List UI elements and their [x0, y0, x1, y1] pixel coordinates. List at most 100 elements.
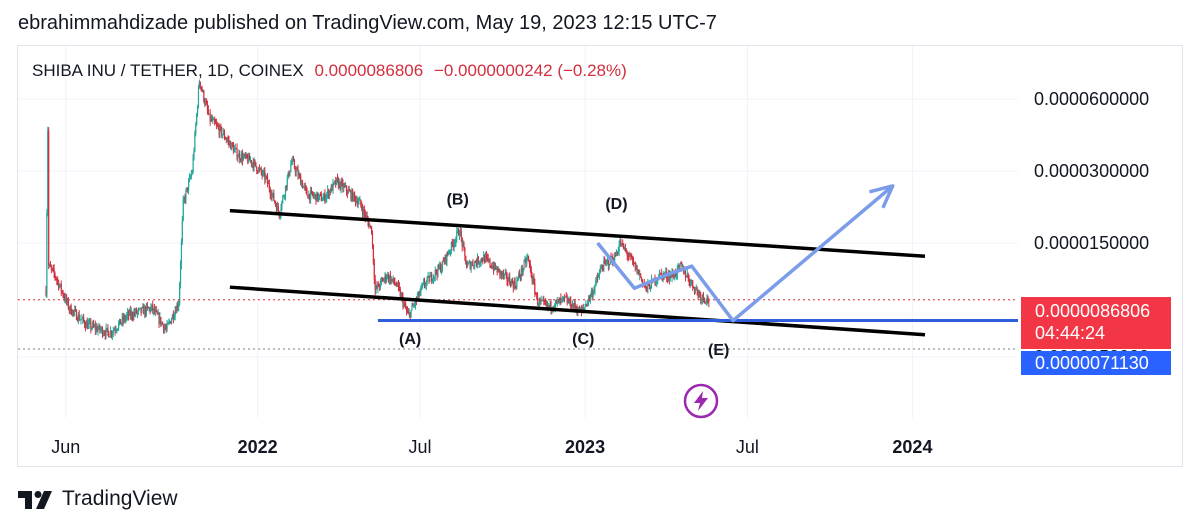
candle-body — [270, 194, 272, 197]
candle-body — [605, 261, 607, 263]
candle-body — [681, 263, 683, 267]
candle-body — [439, 265, 441, 269]
candle-body — [518, 274, 520, 279]
candle-body — [49, 264, 52, 267]
candle-body — [690, 281, 692, 284]
candle-body — [515, 286, 517, 288]
candle-body — [590, 291, 592, 296]
candle-body — [86, 322, 88, 329]
candle-body — [373, 262, 375, 280]
candle-body — [81, 318, 83, 320]
candle-body — [674, 272, 676, 279]
candle-body — [368, 221, 370, 228]
candle-body — [463, 243, 465, 249]
candle-body — [695, 288, 697, 290]
candle-body — [492, 266, 494, 269]
candle-body — [152, 304, 154, 311]
candle-body — [543, 300, 545, 301]
candle-body — [365, 215, 367, 218]
candle-body — [405, 303, 407, 309]
candle-body — [240, 154, 243, 161]
candle-body — [306, 189, 308, 196]
lightning-icon[interactable] — [683, 383, 719, 419]
candle-body — [251, 162, 253, 164]
symbol-change: −0.0000000242 (−0.28%) — [433, 61, 627, 80]
candle-body — [448, 253, 450, 255]
candle-body — [533, 278, 535, 283]
candle-body — [210, 118, 212, 121]
candle-body — [139, 307, 141, 309]
candle-body — [253, 160, 255, 168]
candle-body — [196, 113, 198, 125]
candle-body — [324, 193, 326, 201]
candle-body — [573, 302, 575, 308]
candle-body — [528, 260, 531, 265]
candle-body — [426, 277, 428, 282]
candle-body — [48, 264, 51, 266]
candle-body — [217, 125, 219, 128]
candle-body — [101, 327, 103, 330]
candle-body — [214, 122, 217, 124]
candle-body — [508, 277, 510, 282]
candle-body — [362, 208, 365, 215]
candle-body — [340, 181, 342, 189]
candle-body — [386, 277, 388, 280]
publish-header: ebrahimmahdizade published on TradingVie… — [18, 12, 717, 34]
candle-body — [479, 262, 481, 264]
candle-body — [276, 205, 279, 211]
candle-body — [256, 166, 258, 172]
candle-body — [74, 309, 77, 311]
candle-body — [493, 263, 496, 271]
candle-body — [97, 328, 99, 332]
channel-upper-line — [229, 208, 926, 259]
candle-body — [504, 272, 506, 275]
candle-body — [186, 187, 188, 191]
candle-body — [564, 296, 566, 298]
candle-body — [519, 276, 522, 278]
candle-body — [222, 134, 224, 136]
line-price-value: 0.0000071130 — [1035, 353, 1149, 373]
candle-body — [707, 296, 709, 301]
candle-body — [154, 310, 157, 313]
candle-body — [236, 148, 238, 159]
candle-body — [157, 313, 159, 315]
candle-body — [83, 317, 85, 322]
candle-body — [101, 327, 104, 336]
candle-body — [331, 185, 333, 191]
candle-body — [135, 309, 138, 314]
candle-body — [77, 314, 79, 321]
candle-body — [452, 243, 454, 247]
candle-body — [88, 322, 90, 324]
candle-body — [239, 153, 241, 160]
candle-body — [555, 300, 557, 302]
candle-body — [190, 173, 192, 177]
candle-body — [566, 297, 568, 303]
candle-body — [242, 156, 244, 161]
candle-body — [314, 194, 316, 196]
candle-body — [499, 269, 501, 275]
candle-body — [427, 276, 429, 278]
candle-body — [429, 276, 431, 283]
candle-body — [460, 231, 462, 238]
candle-body — [531, 276, 533, 282]
candle-body — [103, 333, 105, 335]
candle-body — [669, 274, 671, 280]
candle-body — [357, 202, 359, 205]
candle-body — [350, 191, 352, 199]
candle-body — [224, 137, 226, 140]
candle-body — [257, 171, 259, 173]
candle-body — [456, 231, 458, 238]
candle-body — [679, 263, 681, 267]
candle-body — [475, 262, 478, 265]
candle-body — [192, 157, 194, 173]
candle-body — [143, 306, 145, 315]
candle-body — [273, 193, 275, 201]
candle-body — [608, 264, 610, 267]
candle-body — [318, 195, 320, 200]
candle-body — [318, 194, 321, 196]
candle-body — [338, 181, 340, 188]
candle-body — [69, 305, 71, 310]
candle-body — [593, 291, 595, 292]
last-price-tag: 0.0000086806 04:44:24 — [1021, 297, 1171, 349]
